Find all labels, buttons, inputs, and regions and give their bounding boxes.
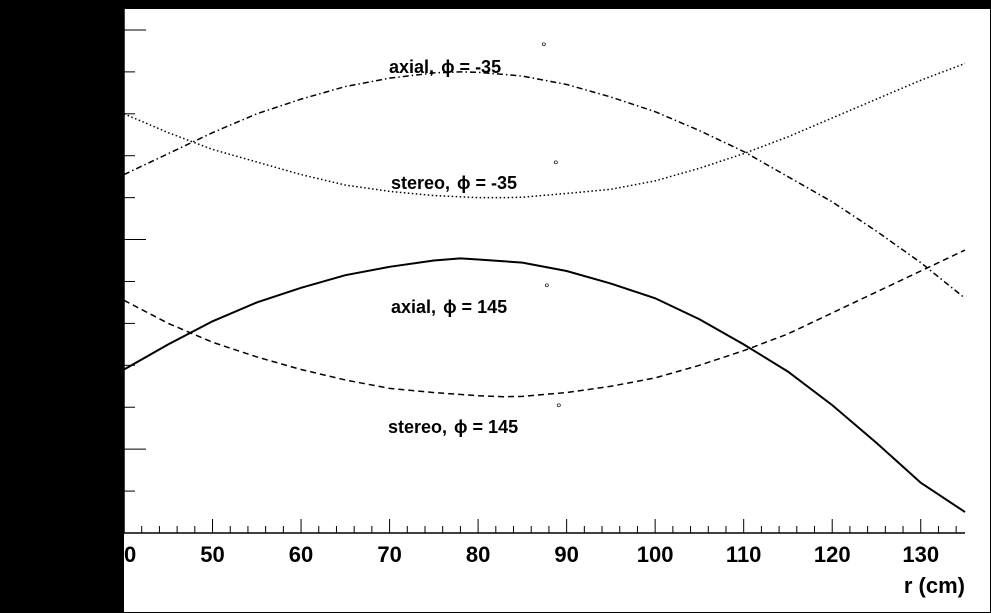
x-tick-label: 80 (466, 542, 490, 567)
x-tick-label: 130 (902, 542, 939, 567)
annotation-stereo-145-text: stereo, (388, 417, 447, 437)
x-tick-label: 120 (814, 542, 851, 567)
svg-text:stereo, ϕ = 145: stereo, ϕ = 145 (388, 417, 518, 437)
annotation-axial-neg35: axial, ϕ = -35 ° (389, 39, 547, 77)
plot-area (123, 9, 966, 534)
x-tick-label: 110 (726, 542, 762, 567)
y-axis-label: m(R,ϕ) (μm) (35, 102, 60, 229)
svg-text:stereo, ϕ = -35: stereo, ϕ = -35 (391, 173, 517, 193)
x-tick-label: 70 (377, 542, 401, 567)
y-tick-label: -200 (72, 437, 116, 462)
annotation-axial-neg35-degree: ° (541, 39, 547, 55)
annotation-axial-145-text: axial, (391, 297, 436, 317)
y-tick-label: 0 (104, 18, 116, 43)
annotation-stereo-neg35: stereo, ϕ = -35 ° (391, 157, 559, 193)
x-tick-label: 40 (112, 542, 136, 567)
series-line-3 (123, 249, 966, 398)
series-line-1 (123, 62, 966, 199)
x-axis-label: r (cm) (904, 573, 965, 598)
annotation-stereo-neg35-text: stereo, (391, 173, 450, 193)
annotation-stereo-145-degree: ° (556, 400, 562, 416)
annotation-stereo-neg35-symbol: ϕ = -35 (457, 173, 517, 193)
annotation-axial-145-symbol: ϕ = 145 (443, 297, 507, 317)
svg-text:axial, ϕ = -35: axial, ϕ = -35 (389, 57, 501, 77)
annotation-stereo-145-symbol: ϕ = 145 (454, 417, 518, 437)
annotation-axial-145: axial, ϕ = 145 ° (391, 280, 550, 317)
y-tick-label: -100 (72, 228, 116, 253)
annotation-axial-145-degree: ° (544, 280, 550, 296)
annotation-stereo-145: stereo, ϕ = 145 ° (388, 400, 562, 437)
x-tick-label: 60 (289, 542, 313, 567)
series-line-2 (123, 257, 966, 513)
x-tick-label: 100 (637, 542, 674, 567)
x-tick-label: 50 (200, 542, 224, 567)
x-tick-label: 90 (554, 542, 578, 567)
annotation-axial-neg35-symbol: ϕ = -35 (441, 57, 501, 77)
annotation-stereo-neg35-degree: ° (553, 157, 559, 173)
plot-frame (124, 9, 990, 612)
annotation-axial-neg35-text: axial, (389, 57, 434, 77)
svg-text:axial, ϕ = 145: axial, ϕ = 145 (391, 297, 507, 317)
